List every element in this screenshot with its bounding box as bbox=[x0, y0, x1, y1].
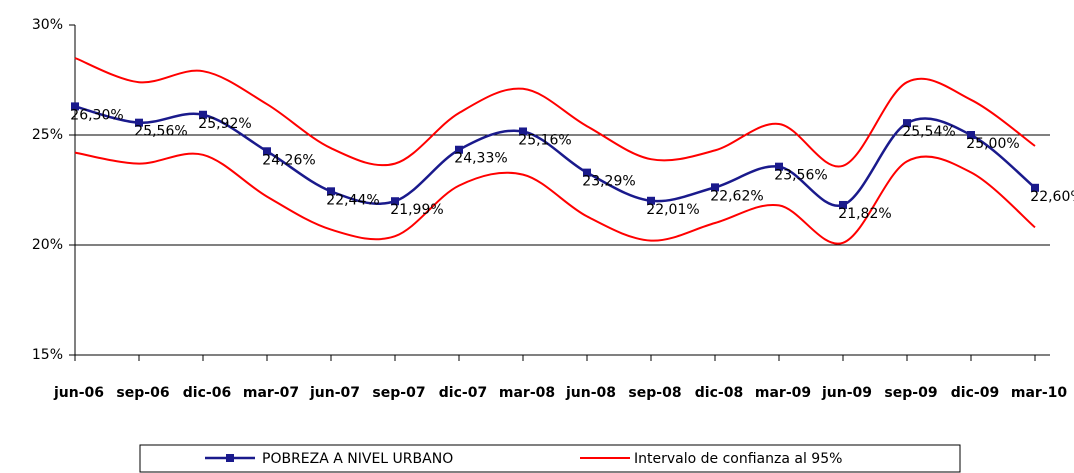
marker bbox=[711, 183, 719, 192]
marker bbox=[647, 196, 655, 205]
marker bbox=[391, 197, 399, 206]
data-label: 21,82% bbox=[838, 206, 891, 222]
data-label: 22,62% bbox=[710, 188, 763, 204]
y-tick-label: 30% bbox=[32, 17, 63, 33]
data-label: 25,00% bbox=[966, 136, 1019, 152]
x-tick-label: dic-07 bbox=[439, 385, 487, 401]
legend-marker bbox=[226, 454, 234, 462]
x-tick-label: sep-09 bbox=[884, 385, 937, 401]
data-label: 23,56% bbox=[774, 168, 827, 184]
data-label: 24,33% bbox=[454, 151, 507, 167]
x-tick-label: mar-09 bbox=[755, 385, 811, 401]
data-label: 22,44% bbox=[326, 192, 379, 208]
x-tick-label: mar-07 bbox=[243, 385, 299, 401]
x-tick-label: sep-06 bbox=[116, 385, 169, 401]
marker bbox=[967, 131, 975, 139]
data-label: 22,60% bbox=[1030, 189, 1074, 205]
marker bbox=[519, 127, 527, 136]
marker bbox=[903, 119, 911, 128]
ci-line bbox=[74, 57, 1036, 168]
x-tick-label: sep-07 bbox=[372, 385, 425, 401]
data-label: 25,56% bbox=[134, 124, 187, 140]
data-label: 23,29% bbox=[582, 174, 635, 190]
data-label: 22,01% bbox=[646, 202, 699, 218]
series-line bbox=[74, 105, 1036, 207]
marker bbox=[71, 102, 79, 111]
marker bbox=[839, 200, 847, 209]
x-tick-label: mar-08 bbox=[499, 385, 555, 401]
x-tick-label: jun-09 bbox=[821, 385, 872, 401]
x-tick-label: mar-10 bbox=[1011, 385, 1067, 401]
legend-label: POBREZA A NIVEL URBANO bbox=[262, 451, 453, 467]
y-tick-label: 15% bbox=[32, 347, 63, 363]
y-tick-label: 20% bbox=[32, 237, 63, 253]
ci-line bbox=[74, 151, 1036, 245]
x-tick-label: jun-06 bbox=[53, 385, 104, 401]
marker bbox=[775, 162, 783, 171]
marker bbox=[455, 145, 463, 154]
x-tick-label: dic-09 bbox=[951, 385, 999, 401]
y-tick-label: 25% bbox=[32, 127, 63, 143]
data-label: 24,26% bbox=[262, 152, 315, 168]
x-tick-label: dic-06 bbox=[183, 385, 231, 401]
data-label: 25,16% bbox=[518, 132, 571, 148]
data-label: 26,30% bbox=[70, 107, 123, 123]
legend-label: Intervalo de confianza al 95% bbox=[634, 451, 842, 467]
data-label: 25,92% bbox=[198, 116, 251, 132]
marker bbox=[199, 110, 207, 119]
legend-box bbox=[139, 444, 961, 473]
data-label: 21,99% bbox=[390, 202, 443, 218]
marker bbox=[327, 187, 335, 196]
marker bbox=[135, 118, 143, 127]
x-tick-label: jun-08 bbox=[565, 385, 616, 401]
data-label: 25,54% bbox=[902, 124, 955, 140]
x-tick-label: dic-08 bbox=[695, 385, 743, 401]
marker bbox=[263, 147, 271, 156]
marker bbox=[583, 168, 591, 177]
x-tick-label: sep-08 bbox=[628, 385, 681, 401]
marker bbox=[1031, 183, 1039, 192]
x-tick-label: jun-07 bbox=[309, 385, 360, 401]
